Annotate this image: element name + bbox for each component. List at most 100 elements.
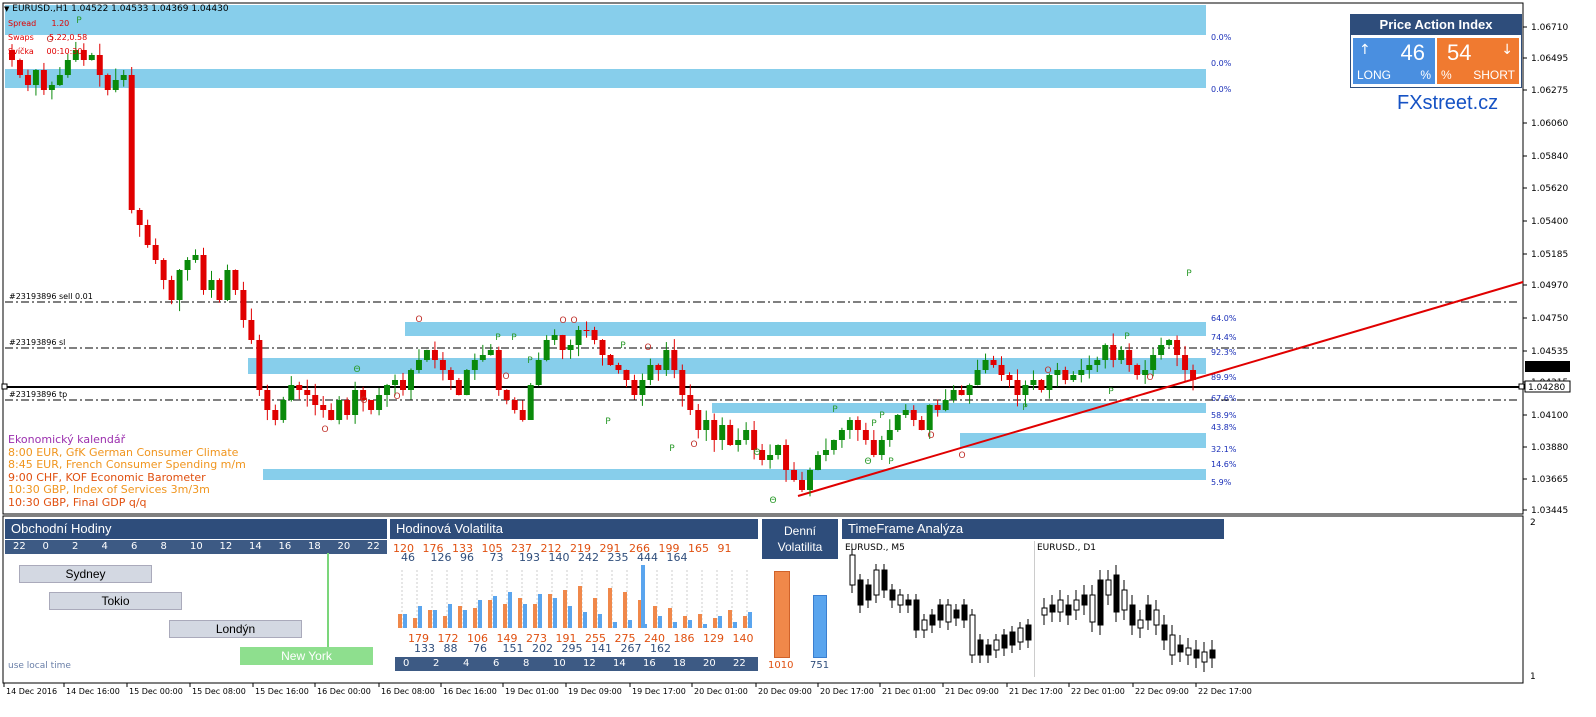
calendar-event: 8:45 EUR, French Consumer Spending m/m (8, 458, 246, 471)
volatility-bar-orange (458, 606, 462, 628)
candle-body (886, 430, 893, 440)
pattern-marker: O (1146, 373, 1153, 383)
volatility-value: 172 (437, 632, 459, 645)
fxstreet-logo[interactable]: FXstreet.cz (1397, 92, 1499, 114)
daily-volatility-orange-bar (774, 571, 790, 658)
d1-candle (1161, 624, 1168, 641)
swaps-value: 5.22,0.58 (49, 33, 88, 42)
volatility-bar-blue (403, 614, 407, 628)
supply-demand-zone (5, 69, 1206, 88)
price-axis-label: 1.06060 (1531, 119, 1568, 129)
volatility-value: 242 (578, 551, 599, 564)
volatility-value: 186 (673, 632, 695, 645)
volatility-bar-orange (638, 600, 642, 628)
spread-value: 1.20 (51, 19, 70, 28)
candle-body (328, 410, 335, 420)
d1-candle (1201, 651, 1208, 663)
hour-label: 6 (493, 658, 500, 669)
volatility-value: 105 (481, 542, 503, 555)
time-axis-label: 19 Dec 01:00 (505, 687, 559, 696)
daily-volatility-blue-value: 751 (810, 660, 830, 671)
current-time-line (327, 553, 329, 665)
volatility-bar-blue (613, 622, 617, 628)
time-axis-label: 15 Dec 08:00 (192, 687, 246, 696)
volatility-bar-blue (418, 606, 422, 628)
candle-body (152, 245, 159, 260)
pai-short-value: 54 (1447, 40, 1472, 65)
candle-body (894, 415, 901, 430)
time-axis-label: 20 Dec 09:00 (758, 687, 812, 696)
candle-body (735, 440, 742, 445)
timeframe-divider (1034, 541, 1035, 677)
candle-body (846, 420, 853, 430)
candle-body (703, 420, 710, 430)
volatility-value: 165 (688, 542, 709, 555)
volatility-bar-blue (598, 614, 602, 628)
spread-label: Spread (8, 19, 37, 28)
hour-label: 8 (523, 658, 530, 669)
volatility-bar-blue (523, 604, 527, 628)
candle-body (144, 225, 151, 245)
m5-candle (1001, 634, 1008, 649)
volatility-bar-peak (641, 565, 645, 628)
hour-label: 14 (249, 541, 262, 552)
sub-axis-top: 2 (1530, 518, 1536, 528)
candle-body (902, 410, 909, 415)
hour-label: 4 (463, 658, 470, 669)
m5-candle (1009, 631, 1016, 646)
volatility-bar-orange (713, 618, 717, 628)
price-action-index: Price Action Index ↑ 46 LONG % ↓ 54 % SH… (1350, 14, 1522, 88)
volatility-value: 266 (629, 542, 650, 555)
current-price-label: 1.04430 (1528, 363, 1565, 373)
daily-volatility-header: Denní Volatilita (762, 519, 838, 559)
pattern-marker: Θ (769, 496, 776, 506)
m5-candle (961, 604, 968, 621)
pattern-marker: P (1124, 332, 1130, 342)
candle-body (288, 385, 295, 400)
trading-hours-axis: 22 0 2 4 6 8 10 12 14 16 18 20 22 (5, 540, 387, 554)
m5-candle (921, 619, 928, 631)
candle-body (647, 365, 654, 380)
candle-body (264, 390, 271, 410)
d1-candle (1049, 604, 1056, 613)
d1-candle (1097, 579, 1104, 626)
hour-label: 6 (131, 541, 138, 552)
volatility-value: 129 (703, 632, 724, 645)
hour-label: 8 (160, 541, 167, 552)
supply-demand-zone (712, 403, 1206, 413)
m5-candle (905, 599, 912, 606)
pai-short-pct: % (1441, 68, 1452, 82)
zone-percent-label: 74.4% (1211, 333, 1237, 342)
calendar-event: 9:00 CHF, KOF Economic Barometer (8, 470, 206, 484)
zone-percent-label: 92.3% (1211, 348, 1237, 357)
session-sydney: Sydney (19, 565, 152, 583)
pattern-marker: Θ (864, 457, 871, 467)
hour-label: 2 (72, 541, 79, 552)
candle-body (870, 440, 877, 455)
zone-percent-label: 0.0% (1211, 59, 1232, 68)
candle-body (671, 350, 678, 370)
candle-body (24, 75, 31, 85)
pattern-marker: O (958, 451, 965, 461)
volatility-value: 162 (650, 642, 671, 655)
candle-body (807, 470, 813, 490)
candle-body (862, 430, 869, 440)
price-axis-label: 1.04535 (1531, 347, 1568, 357)
calendar-title: Ekonomický kalendář (8, 433, 126, 446)
candle-body (463, 370, 470, 395)
hour-label: 18 (673, 658, 686, 669)
time-axis-label: 15 Dec 16:00 (255, 687, 309, 696)
supply-demand-zone (960, 433, 1206, 448)
dropdown-triangle-icon[interactable]: ▼ (4, 5, 10, 13)
candle-body (503, 390, 510, 400)
use-local-time-link[interactable]: use local time (8, 661, 71, 671)
volatility-value: 133 (414, 642, 435, 655)
candle-body (767, 455, 774, 460)
volatility-bar-blue (553, 598, 557, 628)
candle-body (1030, 380, 1037, 385)
candle-body (1070, 375, 1077, 380)
time-axis-label: 15 Dec 00:00 (129, 687, 183, 696)
m5-candle (913, 599, 920, 631)
volatility-value: 88 (443, 642, 458, 655)
